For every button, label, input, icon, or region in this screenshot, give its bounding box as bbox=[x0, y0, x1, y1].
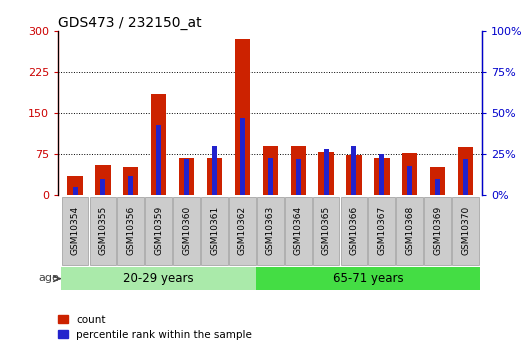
Text: GSM10370: GSM10370 bbox=[461, 206, 470, 255]
Bar bbox=[290, 146, 306, 195]
FancyBboxPatch shape bbox=[368, 197, 395, 265]
Bar bbox=[123, 167, 138, 195]
Bar bbox=[67, 176, 83, 195]
FancyBboxPatch shape bbox=[229, 197, 256, 265]
Text: GSM10364: GSM10364 bbox=[294, 206, 303, 255]
Bar bbox=[179, 158, 195, 195]
Legend: count, percentile rank within the sample: count, percentile rank within the sample bbox=[58, 315, 252, 340]
FancyBboxPatch shape bbox=[118, 197, 144, 265]
FancyBboxPatch shape bbox=[452, 197, 479, 265]
Bar bbox=[430, 167, 445, 195]
FancyBboxPatch shape bbox=[201, 197, 228, 265]
Bar bbox=[351, 146, 357, 195]
Text: GSM10363: GSM10363 bbox=[266, 206, 275, 255]
Bar bbox=[207, 158, 222, 195]
Text: GSM10365: GSM10365 bbox=[322, 206, 331, 255]
FancyBboxPatch shape bbox=[396, 197, 423, 265]
Text: GSM10361: GSM10361 bbox=[210, 206, 219, 255]
Bar bbox=[263, 146, 278, 195]
Text: GSM10366: GSM10366 bbox=[349, 206, 358, 255]
FancyBboxPatch shape bbox=[285, 197, 312, 265]
Bar bbox=[346, 155, 361, 195]
Bar bbox=[73, 187, 77, 195]
Bar bbox=[435, 179, 440, 195]
Bar bbox=[319, 151, 334, 195]
FancyBboxPatch shape bbox=[341, 197, 367, 265]
FancyBboxPatch shape bbox=[257, 197, 284, 265]
Bar bbox=[151, 94, 166, 195]
Text: 20-29 years: 20-29 years bbox=[123, 272, 194, 285]
Text: GSM10360: GSM10360 bbox=[182, 206, 191, 255]
Bar bbox=[379, 154, 384, 195]
Text: age: age bbox=[38, 273, 59, 283]
FancyBboxPatch shape bbox=[61, 197, 89, 265]
Bar bbox=[463, 159, 468, 195]
Bar bbox=[212, 146, 217, 195]
Bar bbox=[240, 118, 245, 195]
Bar bbox=[458, 147, 473, 195]
Bar bbox=[156, 125, 161, 195]
Text: GSM10354: GSM10354 bbox=[70, 206, 80, 255]
Text: 65-71 years: 65-71 years bbox=[333, 272, 403, 285]
Bar bbox=[235, 39, 250, 195]
Text: GSM10355: GSM10355 bbox=[99, 206, 108, 255]
Bar bbox=[402, 152, 418, 195]
Text: GSM10367: GSM10367 bbox=[377, 206, 386, 255]
FancyBboxPatch shape bbox=[425, 197, 451, 265]
FancyBboxPatch shape bbox=[313, 197, 340, 265]
Bar bbox=[407, 166, 412, 195]
Bar bbox=[374, 158, 390, 195]
Bar bbox=[128, 176, 134, 195]
Text: GDS473 / 232150_at: GDS473 / 232150_at bbox=[58, 16, 202, 30]
Text: GSM10362: GSM10362 bbox=[238, 206, 247, 255]
FancyBboxPatch shape bbox=[173, 197, 200, 265]
Text: GSM10369: GSM10369 bbox=[433, 206, 442, 255]
Bar bbox=[296, 159, 301, 195]
Bar bbox=[100, 179, 105, 195]
Bar bbox=[184, 159, 189, 195]
Bar bbox=[324, 149, 329, 195]
Text: GSM10356: GSM10356 bbox=[126, 206, 135, 255]
Text: GSM10359: GSM10359 bbox=[154, 206, 163, 255]
FancyBboxPatch shape bbox=[61, 267, 257, 290]
FancyBboxPatch shape bbox=[257, 267, 480, 290]
FancyBboxPatch shape bbox=[90, 197, 116, 265]
Text: GSM10368: GSM10368 bbox=[405, 206, 414, 255]
Bar bbox=[95, 165, 111, 195]
Bar bbox=[268, 158, 273, 195]
FancyBboxPatch shape bbox=[145, 197, 172, 265]
